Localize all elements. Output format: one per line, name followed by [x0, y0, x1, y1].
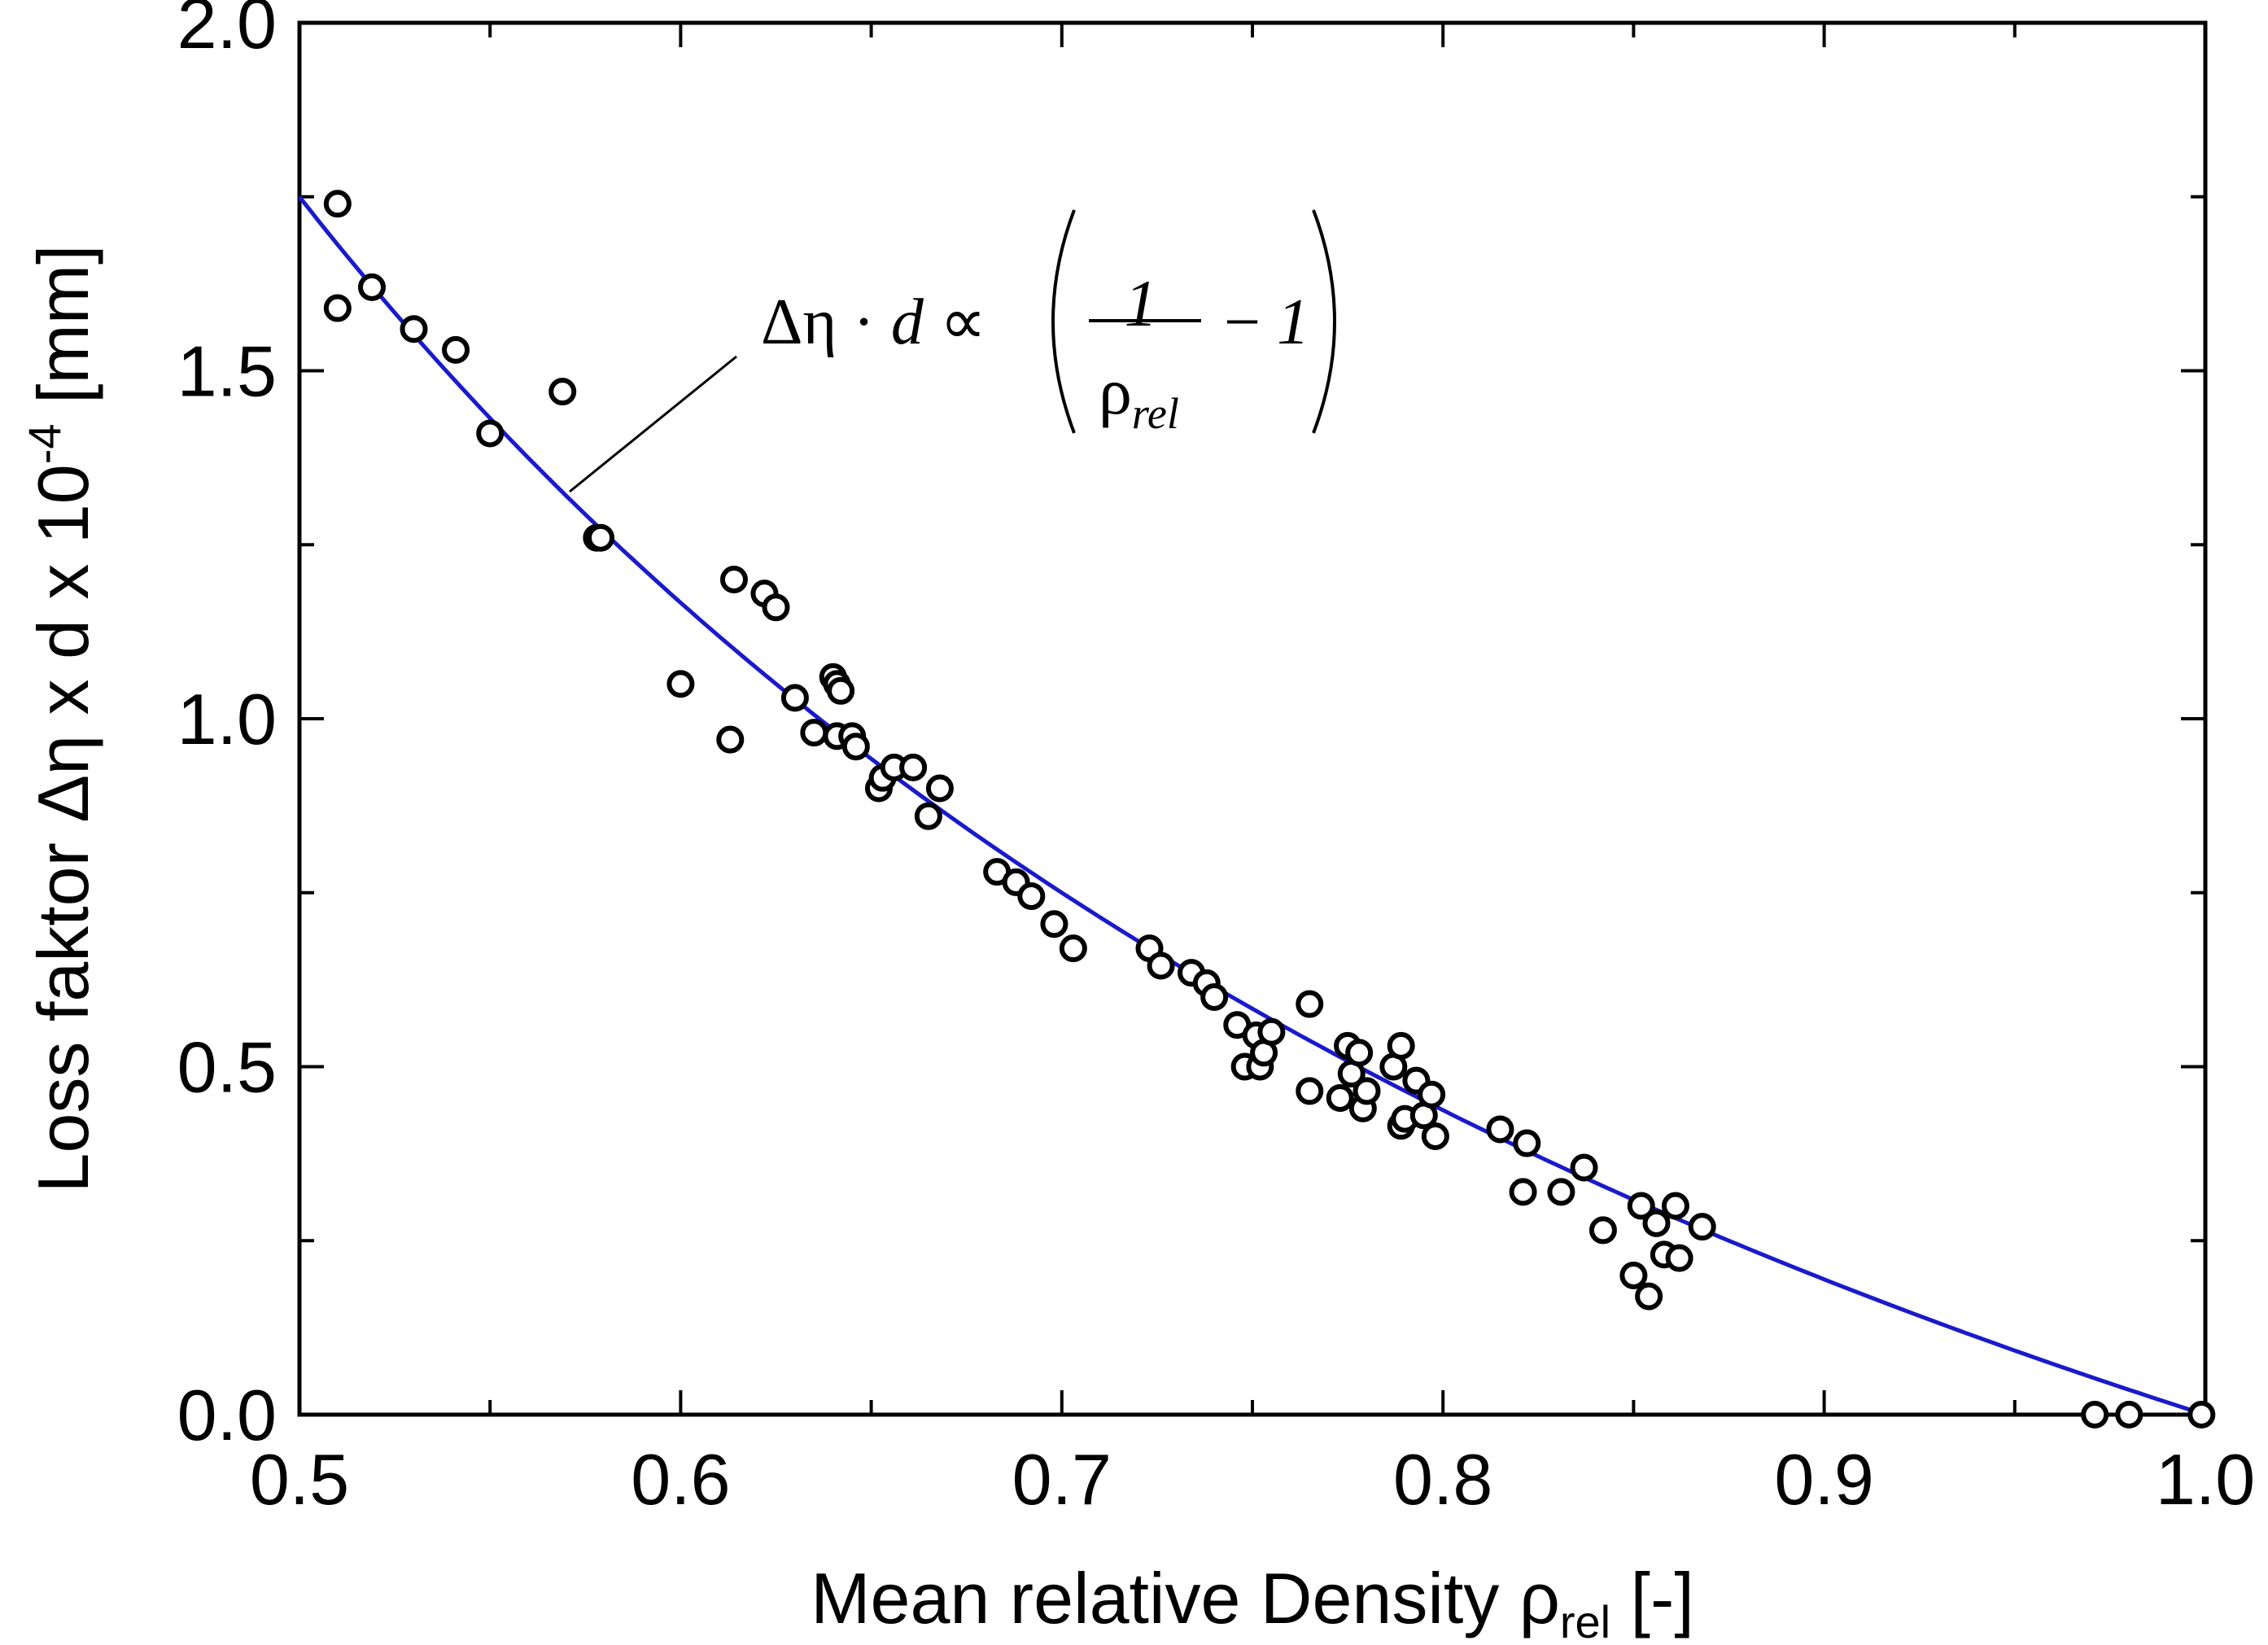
data-point — [925, 774, 954, 803]
x-tick-label: 0.7 — [1012, 1439, 1112, 1520]
equation-denominator-symbol: ρ — [1099, 354, 1132, 428]
data-point — [400, 315, 428, 343]
data-point — [1547, 1178, 1575, 1206]
annotation-leader-line — [569, 355, 737, 493]
equation-one: 1 — [1277, 287, 1309, 358]
data-point — [1352, 1077, 1381, 1105]
data-point — [762, 593, 790, 622]
data-point — [666, 670, 695, 698]
x-tick-label: 0.5 — [250, 1439, 349, 1520]
data-point — [719, 566, 748, 593]
y-tick-label: 2.0 — [177, 0, 277, 63]
x-axis-label-symbol: ρ — [1519, 1558, 1560, 1638]
data-point — [1665, 1244, 1693, 1272]
y-axis-label: Loss faktor Δη x d x 10-4 [mm] — [19, 245, 103, 1193]
y-axis-label-main: Loss faktor Δη x d x 10 — [23, 464, 103, 1192]
data-point — [1486, 1115, 1514, 1144]
y-axis-label-sup: -4 — [19, 423, 70, 464]
data-point — [1635, 1282, 1663, 1310]
equation-left-paren — [1051, 209, 1076, 434]
data-point — [1627, 1192, 1655, 1220]
y-tick-label: 0.0 — [177, 1375, 277, 1455]
equation-lhs-text: Δη · — [761, 287, 891, 358]
data-point — [800, 719, 828, 747]
y-axis-label-unit: [mm] — [23, 245, 103, 424]
equation-denominator: ρrel — [1099, 354, 1179, 438]
x-axis-label-main: Mean relative Density — [811, 1558, 1519, 1638]
y-tick-label: 1.0 — [177, 679, 277, 759]
data-point — [780, 684, 809, 712]
x-axis-label: Mean relative Density ρrel [-] — [811, 1558, 1694, 1645]
data-point — [1661, 1192, 1689, 1220]
data-point — [1688, 1213, 1716, 1241]
equation-prop: ∝ — [924, 287, 986, 358]
x-tick-label: 1.0 — [2156, 1439, 2255, 1520]
data-point — [841, 733, 870, 761]
equation-numerator: 1 — [1125, 266, 1158, 340]
data-point — [899, 753, 928, 781]
data-point — [1588, 1216, 1617, 1245]
data-point — [1040, 910, 1068, 938]
data-point — [476, 419, 505, 448]
y-tick-label: 1.5 — [177, 331, 277, 412]
data-point — [1345, 1039, 1374, 1067]
data-point — [827, 676, 855, 705]
data-point — [442, 335, 470, 364]
x-tick-label: 0.6 — [631, 1439, 730, 1520]
data-point — [1642, 1209, 1671, 1237]
data-point — [587, 523, 615, 552]
data-points — [323, 190, 2216, 1428]
data-point — [1200, 983, 1229, 1011]
plot-frame — [297, 20, 2208, 1417]
equation-lhs: Δη · d ∝ — [761, 287, 986, 358]
x-tick-labels: 0.5 0.6 0.7 0.8 0.9 1.0 — [250, 1439, 2255, 1520]
data-point — [323, 294, 352, 322]
data-point — [914, 802, 942, 830]
data-point — [716, 725, 745, 754]
x-axis-label-unit: [-] — [1610, 1558, 1694, 1638]
equation-minus: − — [1224, 287, 1277, 358]
axis-ticks — [298, 21, 2207, 1416]
x-tick-label: 0.8 — [1393, 1439, 1492, 1520]
data-point — [1296, 990, 1324, 1018]
equation-right-paren — [1312, 209, 1336, 434]
data-point — [1421, 1122, 1449, 1150]
data-point — [1570, 1153, 1598, 1182]
data-point — [1418, 1080, 1446, 1109]
data-point — [1296, 1077, 1324, 1105]
data-point — [2115, 1401, 2143, 1428]
y-tick-labels: 0.0 0.5 1.0 1.5 2.0 — [177, 0, 277, 1455]
data-point — [357, 273, 386, 301]
x-axis-label-sub: rel — [1560, 1596, 1610, 1645]
data-point — [1147, 952, 1175, 980]
data-point — [548, 378, 577, 406]
data-point — [1326, 1083, 1354, 1112]
data-point — [2187, 1401, 2216, 1428]
equation-lhs-var: d — [891, 287, 924, 358]
data-point — [1257, 1017, 1286, 1046]
equation-denominator-sub: rel — [1132, 389, 1179, 438]
data-point — [2081, 1401, 2109, 1428]
data-point — [323, 190, 352, 218]
data-point — [1619, 1262, 1648, 1289]
data-point — [1513, 1129, 1541, 1157]
data-point — [1059, 934, 1087, 963]
data-point — [1387, 1031, 1415, 1060]
x-tick-label: 0.9 — [1774, 1439, 1873, 1520]
data-point — [1509, 1178, 1537, 1206]
data-point — [1017, 882, 1046, 911]
equation-annotation: Δη · d ∝ 1 ρrel − 1 — [569, 209, 1336, 493]
equation-minus-one: − 1 — [1224, 287, 1309, 358]
y-tick-label: 0.5 — [177, 1027, 277, 1108]
fit-curve — [298, 195, 2206, 1417]
